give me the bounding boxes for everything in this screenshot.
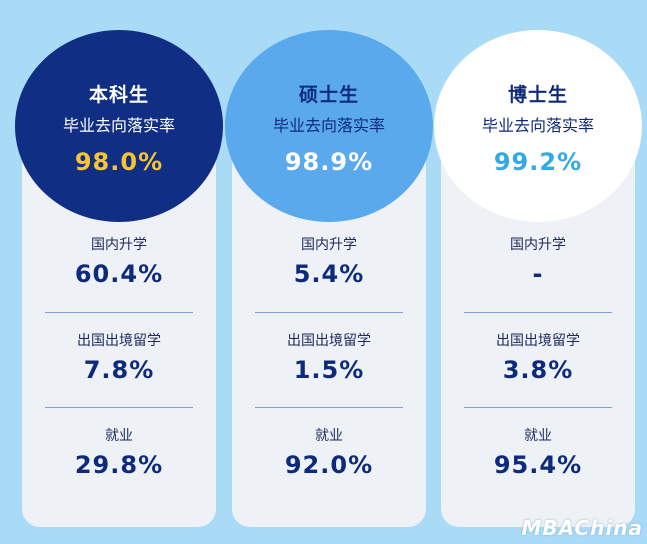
column-title: 本科生	[82, 84, 156, 106]
stat-label: 国内升学	[510, 237, 566, 253]
rate-value: 98.0%	[74, 148, 164, 176]
stat-value: 95.4%	[493, 451, 583, 479]
stat-value: 3.8%	[502, 356, 574, 384]
stat-label: 国内升学	[91, 237, 147, 253]
stat-value: 60.4%	[74, 260, 164, 288]
stat-label: 就业	[105, 428, 133, 444]
column-master: 硕士生 毕业去向落实率 98.9% 国内升学 5.4% 出国出境留学 1.5% …	[225, 0, 433, 544]
divider	[45, 312, 193, 313]
rate-value: 98.9%	[284, 148, 374, 176]
stat-value: 7.8%	[83, 356, 155, 384]
stat-label: 就业	[315, 428, 343, 444]
stat-value: 92.0%	[284, 451, 374, 479]
divider	[255, 407, 403, 408]
rate-circle	[225, 30, 433, 222]
stat-employment: 就业 29.8%	[22, 427, 216, 479]
stat-label: 出国出境留学	[77, 333, 161, 349]
stat-overseas-study: 出国出境留学 7.8%	[22, 332, 216, 384]
divider	[464, 407, 612, 408]
rate-label: 毕业去向落实率	[272, 116, 385, 135]
stat-employment: 就业 95.4%	[441, 427, 635, 479]
divider	[255, 312, 403, 313]
stat-label: 出国出境留学	[287, 333, 371, 349]
stat-value: -	[532, 260, 544, 288]
stat-value: 1.5%	[293, 356, 365, 384]
divider	[464, 312, 612, 313]
stat-employment: 就业 92.0%	[232, 427, 426, 479]
column-title: 博士生	[501, 84, 575, 106]
stat-value: 29.8%	[74, 451, 164, 479]
column-undergraduate: 本科生 毕业去向落实率 98.0% 国内升学 60.4% 出国出境留学 7.8%…	[15, 0, 223, 544]
stat-label: 就业	[524, 428, 552, 444]
rate-circle	[434, 30, 642, 222]
column-doctoral: 博士生 毕业去向落实率 99.2% 国内升学 - 出国出境留学 3.8% 就业 …	[434, 0, 642, 544]
stat-overseas-study: 出国出境留学 3.8%	[441, 332, 635, 384]
rate-circle	[15, 30, 223, 222]
stat-domestic-study: 国内升学 60.4%	[22, 236, 216, 288]
rate-value: 99.2%	[493, 148, 583, 176]
rate-label: 毕业去向落实率	[62, 116, 175, 135]
stat-label: 国内升学	[301, 237, 357, 253]
stat-label: 出国出境留学	[496, 333, 580, 349]
stat-domestic-study: 国内升学 -	[441, 236, 635, 288]
divider	[45, 407, 193, 408]
column-title: 硕士生	[292, 84, 366, 106]
stat-value: 5.4%	[293, 260, 365, 288]
rate-label: 毕业去向落实率	[481, 116, 594, 135]
stat-overseas-study: 出国出境留学 1.5%	[232, 332, 426, 384]
watermark-logo: MBAChina	[521, 516, 643, 540]
stat-domestic-study: 国内升学 5.4%	[232, 236, 426, 288]
